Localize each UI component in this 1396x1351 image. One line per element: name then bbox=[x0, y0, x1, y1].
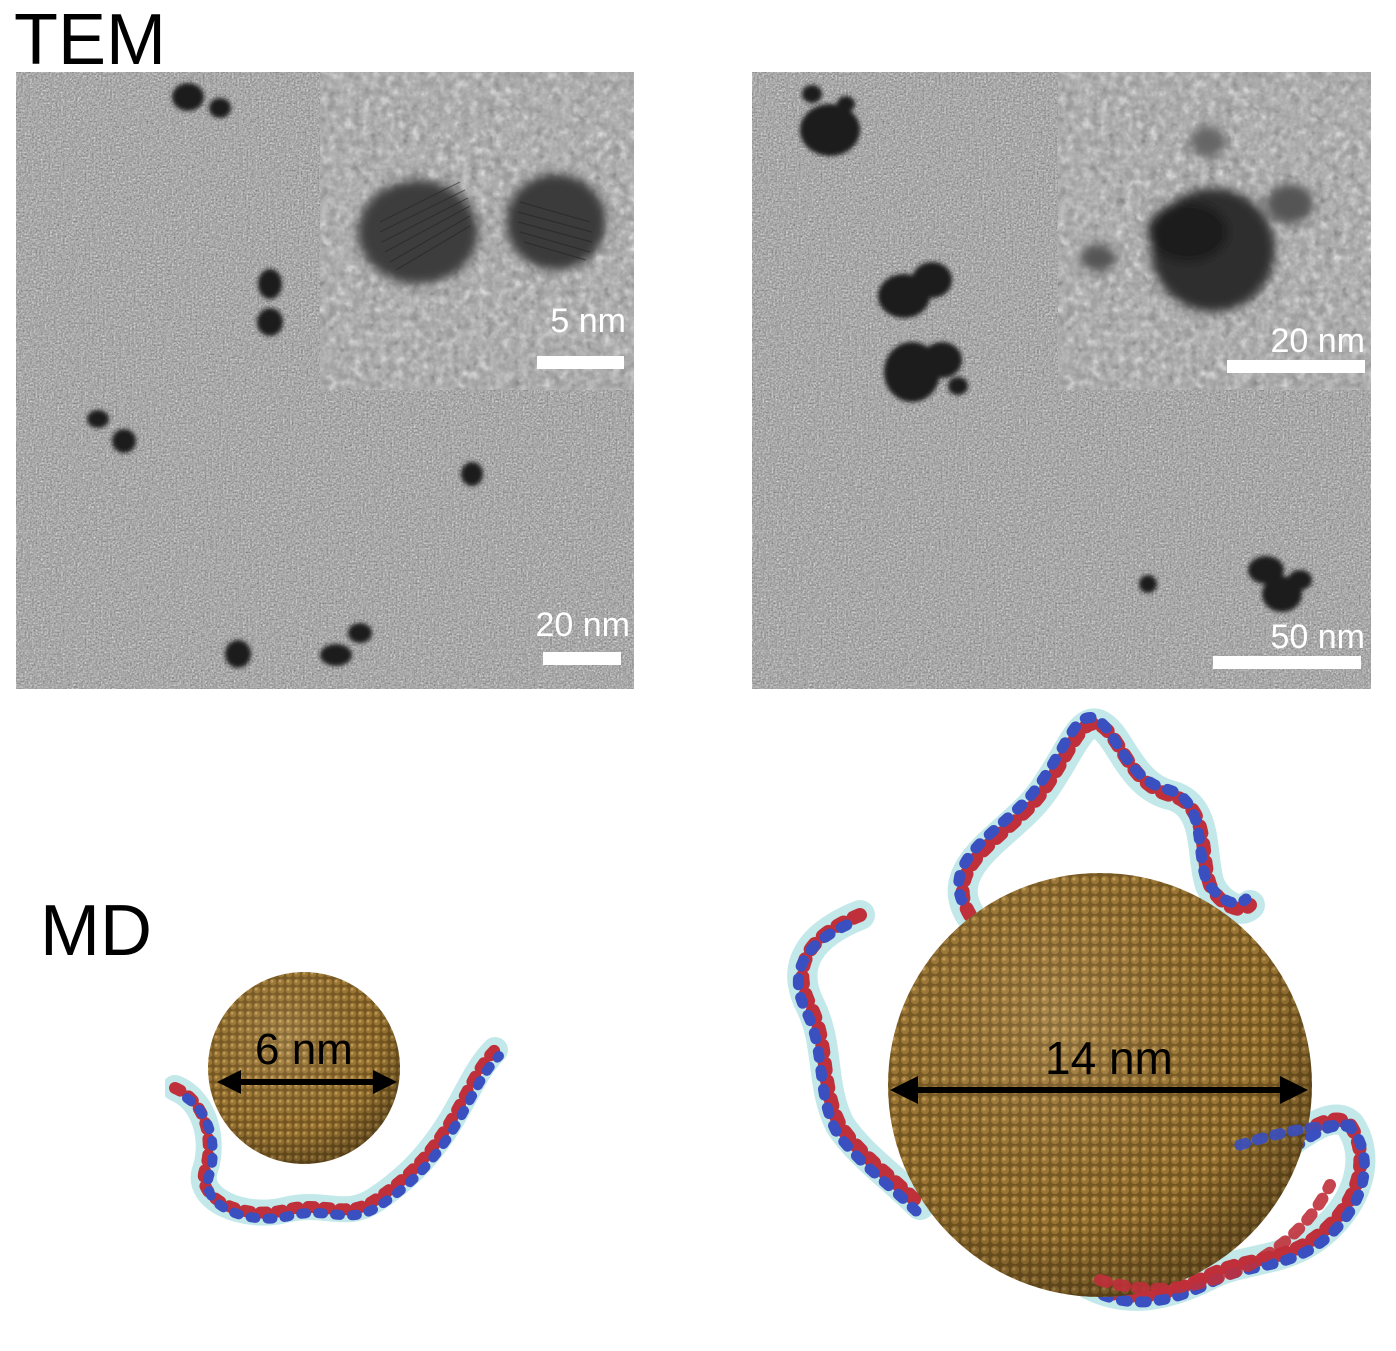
md-small-render bbox=[165, 972, 508, 1226]
dna-strand-small bbox=[165, 1037, 508, 1226]
tem-image-right: 20 nm 50 nm bbox=[752, 72, 1371, 689]
tem-right-inset-scale-label: 20 nm bbox=[1270, 322, 1366, 360]
tem-left-inset-scale-bar bbox=[537, 356, 624, 369]
tem-left-main-scale-bar bbox=[543, 652, 621, 665]
md-large-render bbox=[787, 708, 1376, 1311]
md-model-small: 6 nm bbox=[165, 970, 525, 1260]
md-small-diameter-label: 6 nm bbox=[255, 1025, 353, 1074]
tem-left-inset-scale-label: 5 nm bbox=[550, 302, 626, 340]
tem-right-main-scale-label: 50 nm bbox=[1270, 618, 1366, 656]
dimension-arrow-small bbox=[217, 1070, 397, 1094]
tem-image-left: 5 nm 20 nm bbox=[16, 72, 634, 689]
tem-right-inset-scale-bar bbox=[1227, 360, 1365, 373]
tem-left-inset-micrograph bbox=[320, 72, 634, 390]
tem-right-inset: 20 nm bbox=[1058, 72, 1371, 390]
dimension-arrow-large bbox=[890, 1076, 1308, 1104]
tem-right-inset-micrograph bbox=[1058, 72, 1371, 390]
md-large-diameter-label: 14 nm bbox=[1045, 1032, 1173, 1084]
tem-left-inset: 5 nm bbox=[320, 72, 634, 390]
tem-left-main-scale-label: 20 nm bbox=[535, 606, 631, 644]
md-model-large: 14 nm bbox=[770, 705, 1390, 1350]
tem-right-main-scale-bar bbox=[1213, 656, 1361, 669]
tem-section-label: TEM bbox=[14, 0, 166, 80]
md-section-label: MD bbox=[40, 891, 152, 971]
